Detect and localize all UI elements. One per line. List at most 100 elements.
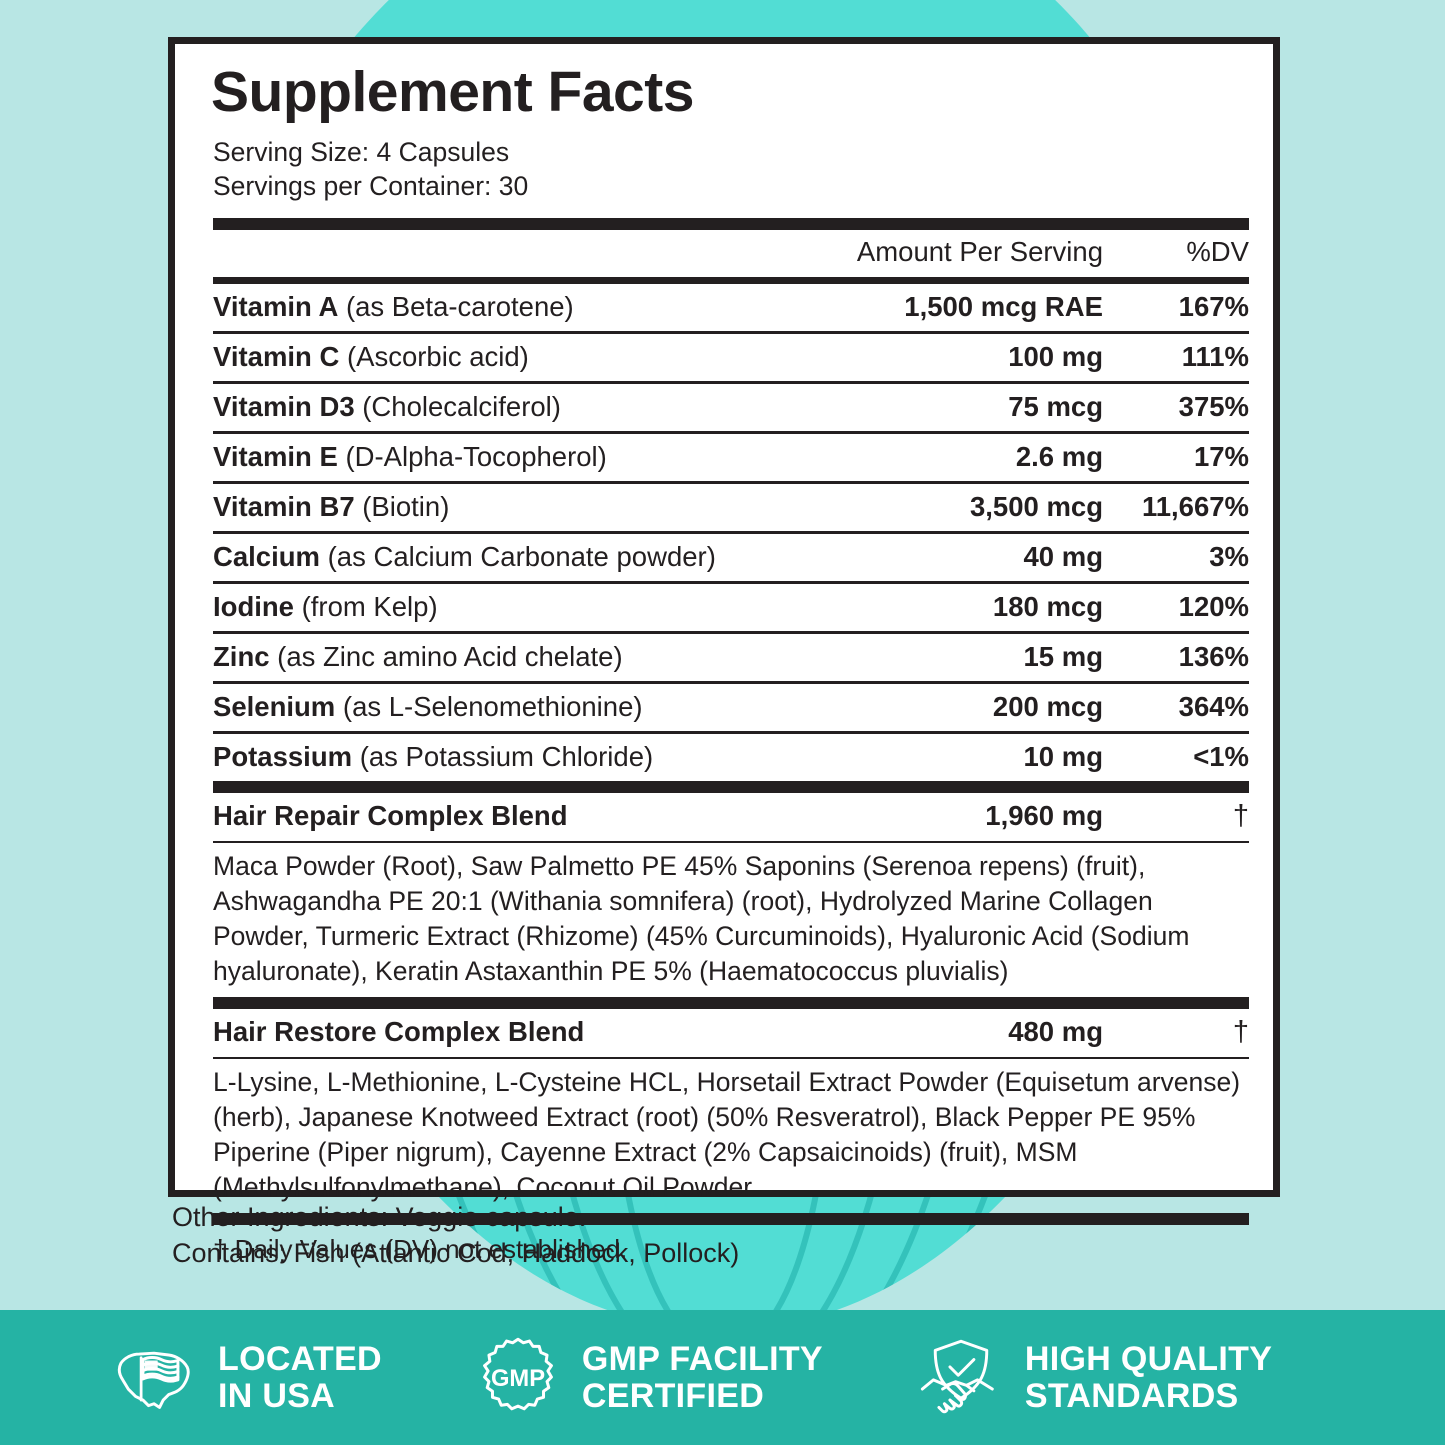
badge-line-2: IN USA [218, 1376, 336, 1415]
nutrient-dv: 11,667% [1141, 490, 1249, 522]
row-divider [213, 730, 1249, 734]
nutrient-name: Vitamin A [213, 290, 339, 322]
blend-row: Hair Restore Complex Blend 480 mg † [213, 1009, 1249, 1057]
column-header-amount: Amount Per Serving [856, 235, 1103, 267]
blend-section-rule [213, 996, 1249, 1009]
blend-section-rule [213, 780, 1249, 793]
badge-line-1: HIGH QUALITY [1024, 1339, 1273, 1378]
blend-ingredients: L-Lysine, L-Methionine, L-Cysteine HCL, … [213, 1066, 1241, 1202]
nutrient-descriptor: (as L-Selenomethionine) [342, 690, 643, 722]
row-divider [213, 630, 1249, 634]
blend-divider [213, 840, 1249, 843]
nutrient-dv: 3% [1209, 540, 1249, 572]
header-bottom-rule [213, 276, 1249, 284]
nutrient-name: Vitamin D3 [213, 390, 355, 422]
nutrient-descriptor: (as Beta-carotene) [345, 290, 574, 322]
table-row: Vitamin B7 (Biotin) 3,500 mcg 11,667% [213, 484, 1249, 531]
nutrient-name-cell: Selenium (as L-Selenomethionine) [213, 691, 789, 723]
nutrient-name-cell: Iodine (from Kelp) [213, 591, 789, 623]
nutrient-name: Vitamin B7 [213, 490, 355, 522]
nutrient-descriptor: (Ascorbic acid) [346, 340, 529, 372]
servings-per-container: Servings per Container: 30 [213, 171, 529, 202]
nutrient-amount: 3,500 mcg [969, 490, 1103, 522]
row-divider [213, 480, 1249, 484]
blend-name: Hair Restore Complex Blend [213, 1015, 585, 1047]
table-top-rule [213, 217, 1249, 230]
nutrient-amount: 10 mg [1023, 740, 1103, 772]
nutrient-name-cell: Calcium (as Calcium Carbonate powder) [213, 541, 789, 573]
nutrient-amount: 75 mcg [1008, 390, 1103, 422]
table-row: Selenium (as L-Selenomethionine) 200 mcg… [213, 684, 1249, 731]
row-divider [213, 380, 1249, 384]
badge-line-2: CERTIFIED [581, 1376, 765, 1415]
badge-text: GMP FACILITY CERTIFIED [582, 1341, 823, 1414]
nutrient-name-cell: Vitamin D3 (Cholecalciferol) [213, 391, 789, 423]
row-divider [213, 580, 1249, 584]
nutrient-dv: <1% [1193, 740, 1249, 772]
badge-text: HIGH QUALITY STANDARDS [1025, 1341, 1272, 1414]
gmp-seal-label: GMP [491, 1364, 545, 1391]
other-ingredients-line: Other Ingredients: Veggie capsule. [172, 1202, 587, 1232]
supplement-facts-panel: Supplement Facts Serving Size: 4 Capsule… [168, 37, 1280, 1264]
nutrient-descriptor: (Biotin) [362, 490, 450, 522]
badge-line-1: LOCATED [218, 1339, 382, 1378]
trust-badges-banner: LOCATED IN USA GMP GMP FACILITY CERTIFIE… [0, 1310, 1445, 1445]
nutrient-name-cell: Vitamin C (Ascorbic acid) [213, 341, 789, 373]
nutrient-descriptor: (Cholecalciferol) [362, 390, 561, 422]
blend-amount: 480 mg [1008, 1015, 1103, 1047]
badge-high-quality-standards: HIGH QUALITY STANDARDS [915, 1332, 1272, 1424]
blend-row: Hair Repair Complex Blend 1,960 mg † [213, 793, 1249, 841]
nutrient-descriptor: (from Kelp) [301, 590, 438, 622]
nutrient-name-cell: Vitamin E (D-Alpha-Tocopherol) [213, 441, 789, 473]
nutrient-amount: 15 mg [1023, 640, 1103, 672]
table-row: Vitamin E (D-Alpha-Tocopherol) 2.6 mg 17… [213, 434, 1249, 481]
table-row: Calcium (as Calcium Carbonate powder) 40… [213, 534, 1249, 581]
table-row: Vitamin C (Ascorbic acid) 100 mg 111% [213, 334, 1249, 381]
table-row: Potassium (as Potassium Chloride) 10 mg … [213, 734, 1249, 781]
nutrient-amount: 1,500 mcg RAE [904, 290, 1103, 322]
row-divider [213, 330, 1249, 334]
nutrient-amount: 200 mcg [992, 690, 1103, 722]
blend-name: Hair Repair Complex Blend [213, 799, 568, 831]
nutrient-amount: 100 mg [1008, 340, 1103, 372]
page-title: Supplement Facts [211, 60, 694, 124]
table-row: Vitamin A (as Beta-carotene) 1,500 mcg R… [213, 284, 1249, 331]
badge-located-in-usa: LOCATED IN USA [108, 1332, 382, 1424]
table-header-row: Amount Per Serving %DV [213, 230, 1249, 277]
nutrient-name: Calcium [213, 540, 320, 572]
nutrient-descriptor: (as Zinc amino Acid chelate) [277, 640, 623, 672]
daily-value-footnote: † Daily Values (DV) not established. [213, 1233, 628, 1264]
nutrient-dv: 120% [1178, 590, 1249, 622]
nutrient-descriptor: (as Potassium Chloride) [359, 740, 654, 772]
row-divider [213, 680, 1249, 684]
footnote-rule [213, 1212, 1249, 1225]
blend-dv: † [1232, 799, 1249, 832]
nutrient-name-cell: Vitamin B7 (Biotin) [213, 491, 789, 523]
blend-divider [213, 1056, 1249, 1059]
nutrient-dv: 167% [1178, 290, 1249, 322]
nutrient-name: Zinc [213, 640, 270, 672]
shield-handshake-icon [915, 1332, 1007, 1424]
column-header-dv: %DV [1186, 235, 1249, 267]
nutrient-dv: 17% [1193, 440, 1249, 472]
nutrition-table: Amount Per Serving %DV Vitamin A (as Bet… [213, 217, 1249, 1271]
serving-info: Serving Size: 4 Capsules Servings per Co… [213, 135, 1253, 204]
nutrient-amount: 180 mcg [992, 590, 1103, 622]
badge-text: LOCATED IN USA [218, 1341, 382, 1414]
nutrient-name-cell: Potassium (as Potassium Chloride) [213, 741, 789, 773]
nutrient-dv: 136% [1178, 640, 1249, 672]
nutrient-amount: 40 mg [1023, 540, 1103, 572]
contains-allergens-line: Contains: Fish (Atlantic Cod, Haddock, P… [172, 1237, 740, 1268]
table-row: Vitamin D3 (Cholecalciferol) 75 mcg 375% [213, 384, 1249, 431]
other-ingredients-block: Other Ingredients: Veggie capsule. Conta… [172, 1200, 739, 1271]
badge-gmp-certified: GMP GMP FACILITY CERTIFIED [472, 1332, 823, 1424]
nutrient-amount: 2.6 mg [1015, 440, 1103, 472]
nutrient-descriptor: (as Calcium Carbonate powder) [327, 540, 716, 572]
gmp-seal-icon: GMP [472, 1332, 564, 1424]
nutrient-name: Potassium [213, 740, 353, 772]
blend-amount: 1,960 mg [985, 799, 1103, 831]
nutrient-name: Selenium [213, 690, 336, 722]
nutrient-name: Vitamin E [213, 440, 338, 472]
badge-line-2: STANDARDS [1024, 1376, 1239, 1415]
